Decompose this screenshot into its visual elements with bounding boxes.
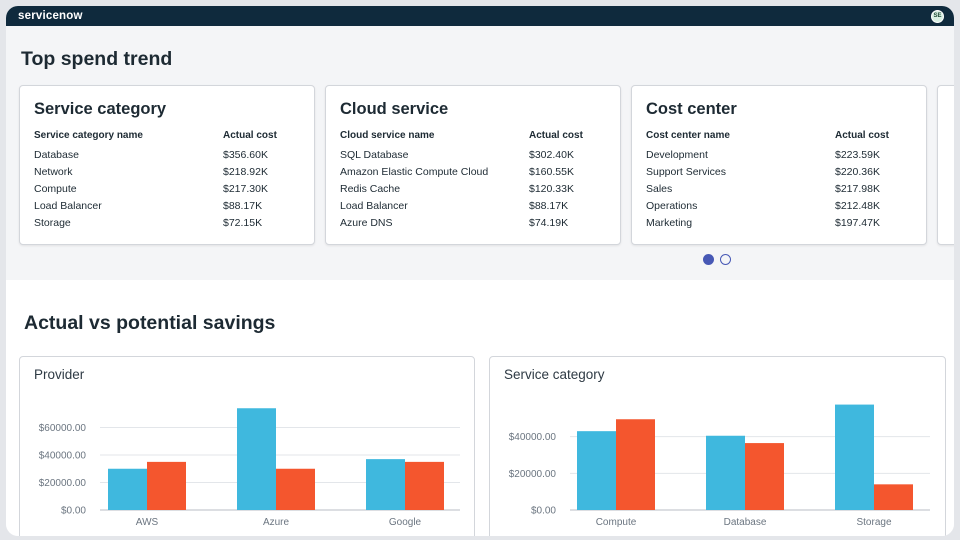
savings-section: Actual vs potential savings Provider $0.… [6, 280, 954, 536]
column-header-cost[interactable]: Actual cost [835, 130, 889, 141]
row-cost: $220.36K [835, 166, 880, 178]
cloud-service-card: Cloud service Cloud service name Actual … [325, 85, 621, 245]
row-cost: $74.19K [529, 217, 569, 229]
bar-azure-series-2[interactable] [276, 468, 315, 510]
bar-azure-series-1[interactable] [237, 408, 276, 510]
chart-title: Service category [504, 367, 605, 382]
service-category-chart-card: Service category $0.00 $20000.00 $40000.00… [489, 356, 946, 536]
row-name: SQL Database [340, 149, 409, 161]
bar-storage-series-2[interactable] [874, 484, 913, 510]
user-avatar-icon[interactable]: SE [931, 9, 944, 23]
bar-google-series-2[interactable] [405, 461, 444, 510]
savings-title: Actual vs potential savings [24, 312, 276, 334]
row-cost: $160.55K [529, 166, 574, 178]
pagination-dot-1[interactable] [703, 254, 714, 265]
x-tick-label: Compute [596, 517, 637, 528]
bar-aws-series-1[interactable] [108, 468, 147, 510]
column-header-name[interactable]: Cost center name [646, 130, 730, 141]
provider-chart-card: Provider $0.00 $20000.00 $40000.00 $60000.0… [19, 356, 475, 536]
card-title: Service category [34, 100, 167, 118]
row-name: Load Balancer [34, 200, 102, 212]
y-tick-label: $0.00 [61, 506, 86, 517]
y-tick-label: $40000.00 [509, 432, 557, 443]
row-name: Compute [34, 183, 77, 195]
top-spend-title: Top spend trend [21, 48, 173, 70]
y-tick-label: $40000.00 [39, 451, 87, 462]
carousel-pagination [703, 254, 731, 265]
column-header-name[interactable]: Cloud service name [340, 130, 435, 141]
bar-database-series-1[interactable] [706, 435, 745, 510]
column-header-name[interactable]: Service category name [34, 130, 143, 141]
top-spend-section: Top spend trend Service category Service… [6, 26, 954, 280]
service-category-bar-chart: $0.00 $20000.00 $40000.00 Compute Database St… [509, 404, 930, 528]
row-name: Amazon Elastic Compute Cloud [340, 166, 489, 178]
bar-aws-series-2[interactable] [147, 461, 186, 510]
x-tick-label: Database [724, 517, 767, 528]
servicenow-logo[interactable]: servicenow [18, 10, 83, 22]
row-cost: $197.47K [835, 217, 880, 229]
row-name: Operations [646, 200, 698, 212]
x-tick-label: Google [389, 517, 422, 528]
pagination-dot-2[interactable] [720, 254, 731, 265]
y-tick-label: $20000.00 [509, 469, 557, 480]
row-cost: $302.40K [529, 149, 574, 161]
y-tick-label: $20000.00 [39, 478, 87, 489]
row-cost: $356.60K [223, 149, 268, 161]
y-tick-label: $0.00 [531, 506, 556, 517]
bar-compute-series-1[interactable] [577, 431, 616, 510]
card-title: Cost center [646, 100, 737, 118]
row-cost: $217.98K [835, 183, 880, 195]
bar-google-series-1[interactable] [366, 459, 405, 510]
row-cost: $223.59K [835, 149, 880, 161]
service-category-card: Service category Service category name A… [19, 85, 315, 245]
chart-title: Provider [34, 367, 85, 382]
row-name: Load Balancer [340, 200, 408, 212]
card-title: Cloud service [340, 100, 449, 118]
row-name: Database [34, 149, 79, 161]
row-cost: $120.33K [529, 183, 574, 195]
row-cost: $72.15K [223, 217, 263, 229]
column-header-cost[interactable]: Actual cost [223, 130, 277, 141]
row-cost: $217.30K [223, 183, 268, 195]
bar-compute-series-2[interactable] [616, 419, 655, 510]
row-name: Support Services [646, 166, 726, 178]
row-name: Marketing [646, 217, 693, 229]
bar-storage-series-1[interactable] [835, 404, 874, 510]
row-name: Sales [646, 183, 673, 195]
top-navigation-bar: servicenow SE [6, 6, 954, 26]
row-name: Azure DNS [340, 217, 393, 229]
x-tick-label: AWS [136, 517, 159, 528]
row-name: Redis Cache [340, 183, 401, 195]
row-cost: $88.17K [223, 200, 263, 212]
x-tick-label: Storage [856, 517, 891, 528]
row-name: Development [646, 149, 708, 161]
cost-center-card: Cost center Cost center name Actual cost… [631, 85, 927, 245]
row-cost: $88.17K [529, 200, 569, 212]
row-cost: $212.48K [835, 200, 880, 212]
bar-database-series-2[interactable] [745, 443, 784, 510]
next-card-peek[interactable] [937, 85, 954, 245]
row-name: Storage [34, 217, 71, 229]
x-tick-label: Azure [263, 517, 290, 528]
row-cost: $218.92K [223, 166, 268, 178]
app-frame: servicenow SE Top spend trend Service ca… [6, 6, 954, 536]
y-tick-label: $60000.00 [39, 423, 87, 434]
column-header-cost[interactable]: Actual cost [529, 130, 583, 141]
provider-bar-chart: $0.00 $20000.00 $40000.00 $60000.00 AWS Azure… [39, 408, 460, 528]
row-name: Network [34, 166, 73, 178]
